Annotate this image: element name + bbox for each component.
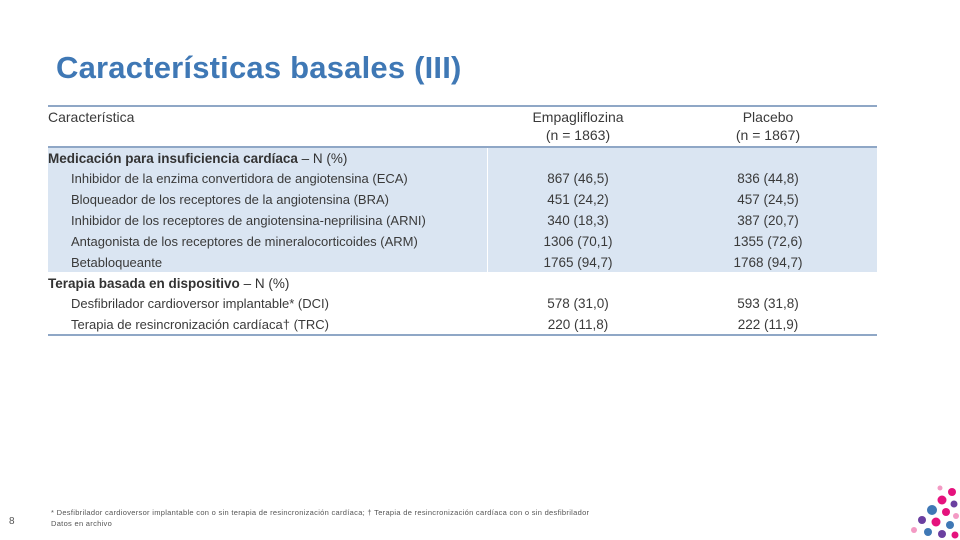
row-placebo-value: 222 (11,9) (737, 317, 799, 332)
row-empa-value: 867 (46,5) (547, 171, 609, 186)
header-placebo-n: (n = 1867) (735, 127, 801, 143)
page-title: Características basales (III) (56, 50, 462, 85)
section2-title: Terapia basada en dispositivo (48, 276, 240, 291)
section1-column-separator (487, 148, 488, 272)
footnote-line-2: Datos en archivo (51, 519, 113, 528)
header-empagliflozin-name: Empagliflozina (532, 109, 624, 125)
header-empagliflozin: Empagliflozina (n = 1863) (488, 109, 668, 143)
row-placebo-value: 593 (31,8) (737, 296, 799, 311)
page-number: 8 (9, 516, 15, 527)
header-placebo-name: Placebo (742, 109, 794, 125)
decorative-dots-logo (911, 485, 959, 539)
header-placebo: Placebo (n = 1867) (678, 109, 858, 143)
row-empa-value: 1306 (70,1) (543, 234, 613, 249)
row-label: Terapia de resincronización cardíaca† (T… (71, 317, 329, 332)
section-device-therapy: Terapia basada en dispositivo – N (%) (48, 276, 289, 291)
row-empa-value: 340 (18,3) (547, 213, 609, 228)
section-heart-failure-medication: Medicación para insuficiencia cardíaca –… (48, 151, 347, 166)
row-placebo-value: 387 (20,7) (737, 213, 799, 228)
row-label: Inhibidor de la enzima convertidora de a… (71, 171, 408, 186)
row-empa-value: 220 (11,8) (547, 317, 609, 332)
row-label: Inhibidor de los receptores de angiotens… (71, 213, 426, 228)
row-label: Betabloqueante (71, 255, 163, 270)
header-bottom-rule (48, 146, 877, 148)
header-empagliflozin-n: (n = 1863) (545, 127, 611, 143)
row-placebo-value: 457 (24,5) (737, 192, 799, 207)
table-bottom-rule (48, 334, 877, 336)
row-placebo-value: 1355 (72,6) (733, 234, 803, 249)
footnote: * Desfibrilador cardioversor implantable… (51, 507, 589, 529)
section1-unit: – N (%) (301, 151, 348, 166)
row-label: Bloqueador de los receptores de la angio… (71, 192, 389, 207)
row-placebo-value: 836 (44,8) (737, 171, 799, 186)
row-empa-value: 578 (31,0) (547, 296, 609, 311)
row-empa-value: 1765 (94,7) (543, 255, 613, 270)
header-characteristic: Característica (48, 109, 135, 125)
row-empa-value: 451 (24,2) (547, 192, 609, 207)
section1-title: Medicación para insuficiencia cardíaca (48, 151, 298, 166)
footnote-line-1: * Desfibrilador cardioversor implantable… (51, 508, 590, 517)
row-placebo-value: 1768 (94,7) (733, 255, 803, 270)
section1-background (48, 148, 877, 272)
header-top-rule (48, 105, 877, 107)
section2-unit: – N (%) (243, 276, 290, 291)
row-label: Antagonista de los receptores de mineral… (71, 234, 418, 249)
row-label: Desfibrilador cardioversor implantable* … (71, 296, 329, 311)
